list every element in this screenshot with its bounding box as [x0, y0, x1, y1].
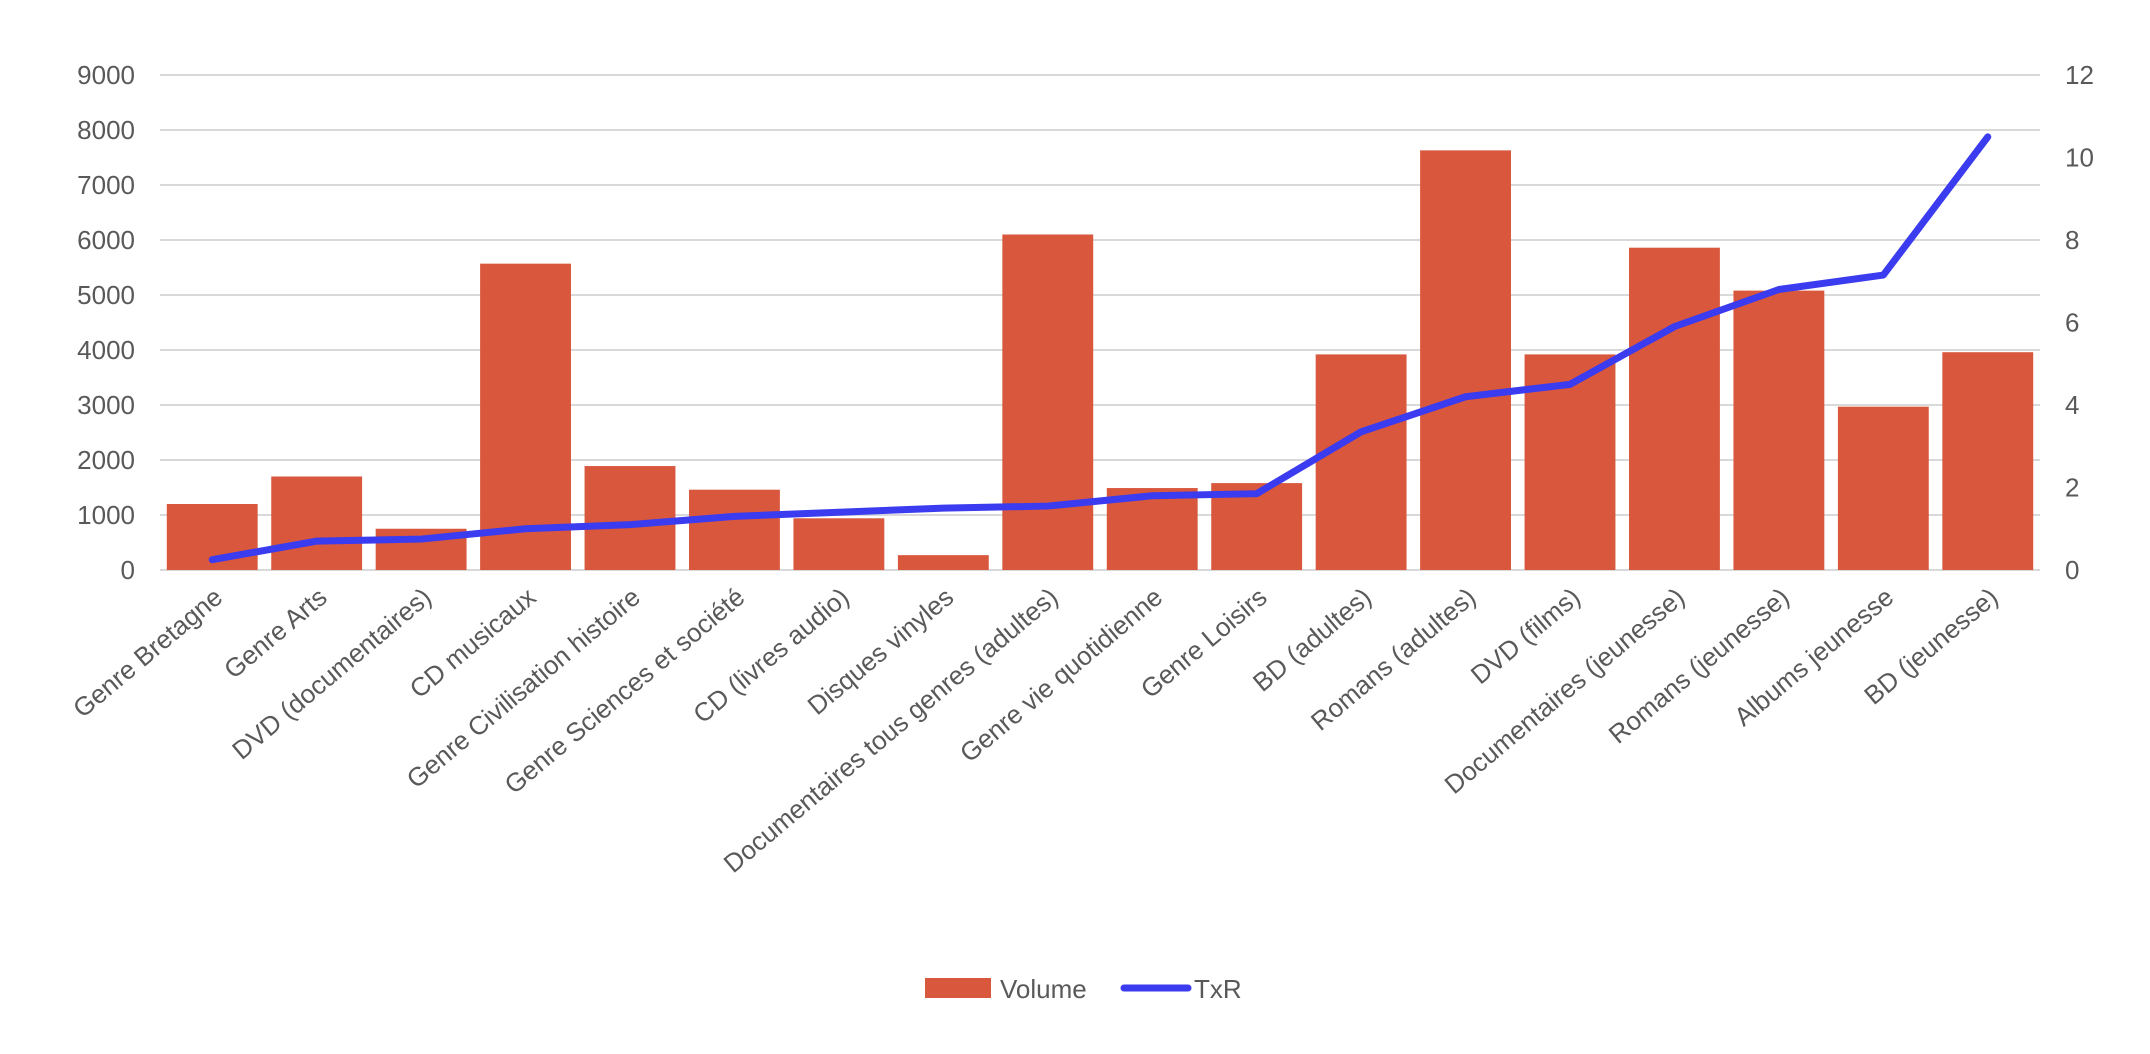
- volume-bar: [793, 518, 885, 570]
- volume-bar: [480, 263, 571, 570]
- right-axis-tick-label: 0: [2065, 555, 2079, 585]
- category-label: DVD (documentaires): [226, 582, 437, 766]
- right-axis-tick-label: 6: [2065, 308, 2079, 338]
- volume-bars: [166, 150, 2034, 570]
- left-axis-tick-label: 8000: [77, 115, 135, 145]
- volume-bar: [584, 466, 676, 570]
- volume-bar: [1629, 247, 1720, 570]
- left-axis-tick-label: 2000: [77, 445, 135, 475]
- volume-bar: [897, 555, 989, 570]
- volume-bar: [271, 476, 363, 570]
- volume-bar: [1002, 234, 1094, 570]
- right-axis-tick-label: 12: [2065, 60, 2094, 90]
- left-axis-tick-label: 4000: [77, 335, 135, 365]
- right-axis-tick-label: 10: [2065, 143, 2094, 173]
- category-label: Genre Bretagne: [67, 582, 228, 724]
- volume-bar: [1420, 150, 1511, 570]
- txr-line-layer: [208, 133, 1992, 564]
- left-axis-tick-label: 1000: [77, 500, 135, 530]
- volume-bar: [1733, 290, 1825, 570]
- right-axis-tick-label: 8: [2065, 225, 2079, 255]
- legend: Volume TxR: [925, 974, 1242, 1004]
- left-y-axis: 0 1000 2000 3000 4000 5000 6000 7000 8000 9000: [77, 60, 135, 585]
- category-label: Genre vie quotidienne: [954, 582, 1168, 769]
- left-axis-tick-label: 3000: [77, 390, 135, 420]
- left-axis-tick-label: 6000: [77, 225, 135, 255]
- txr-line: [208, 133, 1992, 564]
- left-axis-tick-label: 0: [121, 555, 135, 585]
- legend-volume-swatch: [925, 978, 991, 998]
- right-axis-tick-label: 4: [2065, 390, 2079, 420]
- category-label: Romans (jeunesse): [1603, 582, 1795, 750]
- right-axis-tick-label: 2: [2065, 473, 2079, 503]
- right-y-axis: 0 2 4 6 8 10 12: [2065, 60, 2094, 585]
- volume-bar: [1315, 354, 1407, 570]
- volume-bar: [1837, 406, 1929, 570]
- volume-bar: [1942, 352, 2034, 570]
- left-axis-tick-label: 5000: [77, 280, 135, 310]
- legend-volume-label: Volume: [1000, 974, 1087, 1004]
- left-axis-tick-label: 7000: [77, 170, 135, 200]
- volume-bar: [689, 489, 780, 570]
- left-axis-tick-label: 9000: [77, 60, 135, 90]
- gridlines: [160, 74, 2040, 571]
- legend-txr-label: TxR: [1194, 974, 1242, 1004]
